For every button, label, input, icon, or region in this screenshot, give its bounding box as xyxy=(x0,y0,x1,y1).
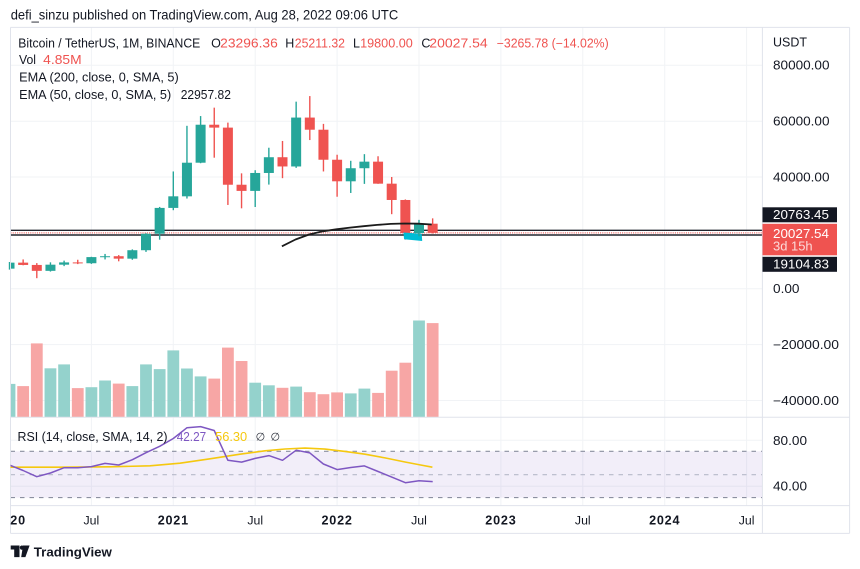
svg-text:3d 15h: 3d 15h xyxy=(773,239,813,253)
svg-text:4.85M: 4.85M xyxy=(43,53,81,67)
svg-text:−3265.78 (−14.02%): −3265.78 (−14.02%) xyxy=(497,36,609,50)
svg-text:20027.54: 20027.54 xyxy=(773,227,829,241)
svg-text:H: H xyxy=(285,36,294,50)
svg-text:Jul: Jul xyxy=(739,514,755,528)
svg-text:L: L xyxy=(353,36,360,50)
svg-text:2024: 2024 xyxy=(649,514,680,528)
svg-text:22957.82: 22957.82 xyxy=(181,88,231,102)
svg-text:Jul: Jul xyxy=(84,514,100,528)
svg-text:Jul: Jul xyxy=(247,514,263,528)
svg-text:EMA (200, close, 0, SMA, 5): EMA (200, close, 0, SMA, 5) xyxy=(19,71,178,85)
svg-text:60000.00: 60000.00 xyxy=(773,114,830,128)
svg-text:25211.32: 25211.32 xyxy=(295,36,345,50)
svg-text:defi_sinzu published on Tradin: defi_sinzu published on TradingView.com,… xyxy=(11,6,399,22)
svg-text:19104.83: 19104.83 xyxy=(773,258,829,272)
svg-text:O: O xyxy=(211,36,221,50)
svg-text:23296.36: 23296.36 xyxy=(220,36,278,50)
svg-text:2022: 2022 xyxy=(321,514,352,528)
svg-text:∅: ∅ xyxy=(256,431,266,443)
svg-text:Jul: Jul xyxy=(411,514,427,528)
svg-text:∅: ∅ xyxy=(271,431,281,443)
svg-text:56.30: 56.30 xyxy=(215,430,247,444)
svg-text:2021: 2021 xyxy=(158,514,189,528)
svg-text:19800.00: 19800.00 xyxy=(360,36,413,50)
svg-text:80.00: 80.00 xyxy=(773,434,807,448)
svg-text:2023: 2023 xyxy=(485,514,516,528)
svg-text:−20000.00: −20000.00 xyxy=(773,338,839,352)
svg-text:Jul: Jul xyxy=(575,514,591,528)
svg-text:TradingView: TradingView xyxy=(34,544,113,559)
svg-text:40000.00: 40000.00 xyxy=(773,170,830,184)
svg-text:RSI (14, close, SMA, 14, 2): RSI (14, close, SMA, 14, 2) xyxy=(18,430,168,444)
svg-text:42.27: 42.27 xyxy=(177,430,207,444)
svg-text:EMA (50, close, 0, SMA, 5): EMA (50, close, 0, SMA, 5) xyxy=(19,88,171,102)
svg-text:20027.54: 20027.54 xyxy=(429,36,487,50)
svg-text:Bitcoin / TetherUS, 1M, BINANC: Bitcoin / TetherUS, 1M, BINANCE xyxy=(18,36,200,50)
svg-text:20: 20 xyxy=(10,514,26,528)
svg-text:USDT: USDT xyxy=(773,36,807,50)
svg-text:C: C xyxy=(421,36,430,50)
svg-text:−40000.00: −40000.00 xyxy=(773,394,839,408)
svg-text:Vol: Vol xyxy=(19,53,36,67)
svg-text:20763.45: 20763.45 xyxy=(773,208,829,222)
svg-text:80000.00: 80000.00 xyxy=(773,59,830,73)
svg-text:40.00: 40.00 xyxy=(773,480,807,494)
svg-text:0.00: 0.00 xyxy=(773,282,800,296)
